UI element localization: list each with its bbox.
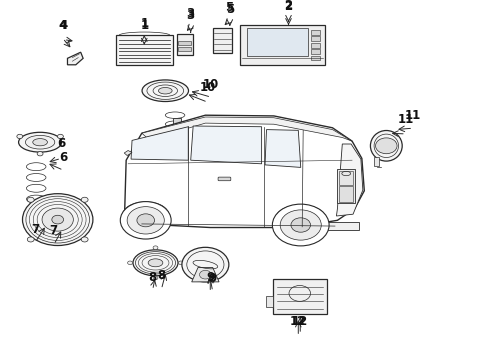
Bar	[265, 296, 272, 307]
Ellipse shape	[370, 130, 401, 161]
Bar	[178, 41, 191, 45]
Bar	[283, 222, 359, 230]
Text: 2: 2	[284, 0, 292, 12]
Text: 4: 4	[60, 19, 67, 32]
Bar	[338, 171, 352, 185]
Text: 1: 1	[140, 19, 148, 32]
Circle shape	[58, 134, 63, 139]
Circle shape	[37, 152, 43, 156]
Bar	[246, 28, 307, 56]
Text: 9: 9	[208, 272, 216, 285]
Polygon shape	[67, 52, 83, 65]
Bar	[311, 49, 320, 54]
Bar	[311, 36, 320, 41]
Circle shape	[137, 214, 154, 227]
Ellipse shape	[133, 250, 178, 276]
Polygon shape	[124, 115, 364, 228]
Text: 6: 6	[60, 151, 67, 164]
Ellipse shape	[158, 87, 172, 94]
Bar	[373, 157, 378, 166]
Polygon shape	[124, 150, 132, 156]
Bar	[338, 186, 352, 202]
Circle shape	[153, 246, 158, 249]
Circle shape	[375, 138, 396, 154]
Circle shape	[182, 247, 228, 282]
Bar	[177, 34, 192, 55]
Text: 10: 10	[199, 81, 216, 94]
Circle shape	[153, 276, 158, 280]
Text: 1: 1	[140, 17, 148, 30]
Polygon shape	[142, 117, 351, 141]
Text: 2: 2	[284, 0, 292, 13]
Circle shape	[280, 210, 321, 240]
Bar	[337, 169, 354, 203]
Circle shape	[42, 208, 73, 231]
Text: 7: 7	[50, 224, 58, 237]
Text: 5: 5	[224, 1, 232, 14]
Bar	[272, 279, 326, 314]
Circle shape	[127, 261, 132, 265]
Text: 4: 4	[59, 19, 66, 32]
Polygon shape	[131, 127, 188, 160]
Text: 6: 6	[57, 138, 65, 150]
Circle shape	[127, 207, 164, 234]
Bar	[239, 25, 325, 65]
Bar	[178, 47, 191, 51]
Text: 8: 8	[148, 271, 156, 284]
Text: 9: 9	[206, 271, 214, 284]
Ellipse shape	[33, 139, 47, 146]
Bar	[311, 56, 320, 60]
Bar	[36, 208, 44, 218]
Circle shape	[120, 202, 171, 239]
Circle shape	[272, 204, 328, 246]
Bar	[116, 35, 172, 65]
Ellipse shape	[19, 132, 61, 152]
Ellipse shape	[148, 259, 163, 267]
Text: 5: 5	[225, 3, 233, 16]
Circle shape	[27, 237, 34, 242]
Ellipse shape	[25, 135, 55, 149]
Text: 3: 3	[186, 7, 194, 20]
Circle shape	[199, 270, 211, 279]
Text: 12: 12	[291, 315, 308, 328]
Text: 3: 3	[186, 9, 194, 22]
Circle shape	[81, 237, 88, 242]
Text: 10: 10	[203, 78, 219, 91]
Circle shape	[81, 197, 88, 202]
FancyBboxPatch shape	[218, 177, 230, 181]
Text: 8: 8	[157, 269, 165, 282]
Polygon shape	[191, 267, 219, 282]
Bar	[212, 28, 232, 53]
Circle shape	[27, 197, 34, 202]
Ellipse shape	[142, 80, 188, 102]
Circle shape	[22, 194, 93, 246]
Text: 11: 11	[397, 113, 413, 126]
Text: 12: 12	[289, 315, 306, 328]
Circle shape	[17, 134, 22, 139]
Polygon shape	[190, 126, 261, 164]
Polygon shape	[336, 144, 362, 216]
Bar	[311, 43, 320, 48]
Polygon shape	[264, 130, 300, 167]
Text: 11: 11	[404, 109, 421, 122]
Bar	[172, 118, 181, 129]
Bar	[311, 30, 320, 35]
Circle shape	[290, 218, 310, 232]
Text: 7: 7	[31, 223, 39, 236]
Circle shape	[52, 215, 63, 224]
Circle shape	[178, 261, 183, 265]
